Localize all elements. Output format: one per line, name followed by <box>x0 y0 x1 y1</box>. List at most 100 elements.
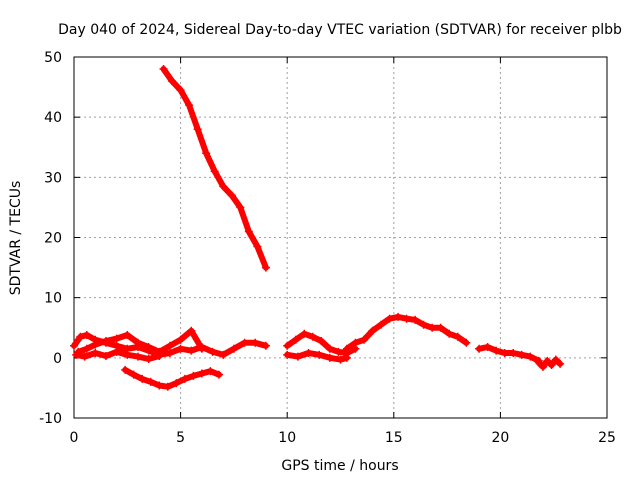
data-point <box>123 350 132 359</box>
data-point <box>419 320 428 329</box>
data-point <box>70 341 78 350</box>
data-point <box>185 101 194 110</box>
data-point <box>500 349 509 358</box>
data-point <box>112 347 121 356</box>
data-point <box>163 382 172 391</box>
data-point <box>368 326 377 335</box>
data-point <box>180 374 189 383</box>
data-point <box>176 86 185 95</box>
data-point <box>483 343 492 352</box>
data-point <box>261 263 270 272</box>
data-point <box>300 329 309 338</box>
data-point <box>402 314 411 323</box>
data-point <box>189 371 198 380</box>
data-point <box>80 352 89 361</box>
x-tick-label: 0 <box>70 430 79 446</box>
data-point <box>304 349 313 358</box>
data-point <box>121 365 130 374</box>
chart-title: Day 040 of 2024, Sidereal Day-to-day VTE… <box>58 22 622 38</box>
x-tick-label: 15 <box>385 430 403 446</box>
data-point <box>165 341 174 350</box>
data-point <box>138 374 147 383</box>
data-point <box>202 149 211 158</box>
data-point <box>214 370 223 379</box>
data-point <box>385 314 394 323</box>
data-point <box>342 344 351 353</box>
y-tick-label: 40 <box>44 110 62 126</box>
data-point <box>261 341 270 350</box>
data-point <box>283 341 292 350</box>
series-track-mid-a <box>283 329 360 358</box>
data-point <box>517 350 526 359</box>
data-point <box>462 338 471 347</box>
series-track-low-c <box>72 347 164 364</box>
series-track-tail <box>475 343 543 365</box>
data-point <box>244 227 253 236</box>
data-point <box>229 344 238 353</box>
data-point <box>236 203 245 212</box>
y-tick-label: 50 <box>44 50 62 66</box>
series-track-end <box>534 355 565 371</box>
data-point <box>101 336 110 345</box>
data-point <box>155 381 164 390</box>
data-point <box>325 353 334 362</box>
data-point <box>377 320 386 329</box>
series-layer <box>70 65 565 391</box>
data-point <box>176 335 185 344</box>
data-point <box>133 338 142 347</box>
data-point <box>144 355 153 364</box>
grid-lines <box>74 57 607 418</box>
data-point <box>251 338 260 347</box>
data-point <box>411 315 420 324</box>
data-point <box>526 352 535 361</box>
x-tick-label: 25 <box>598 430 616 446</box>
data-point <box>197 344 206 353</box>
data-point <box>208 347 217 356</box>
data-point <box>291 335 300 344</box>
y-tick-label: 30 <box>44 170 62 186</box>
data-point <box>219 350 228 359</box>
data-point <box>475 344 484 353</box>
data-point <box>193 125 202 134</box>
y-axis-label: SDTVAR / TECUs <box>8 181 24 296</box>
data-point <box>315 350 324 359</box>
data-point <box>133 352 142 361</box>
data-point <box>219 182 228 191</box>
data-point <box>76 332 85 341</box>
x-tick-label: 20 <box>491 430 509 446</box>
data-point <box>351 338 360 347</box>
data-point <box>283 350 292 359</box>
data-point <box>172 379 181 388</box>
data-point <box>394 312 403 321</box>
axis-ticks: 0 5 10 15 20 25 -10 0 10 20 30 40 50 <box>39 50 616 446</box>
data-point <box>325 344 334 353</box>
data-point <box>543 356 552 365</box>
data-point <box>359 335 368 344</box>
series-track-hump <box>342 312 471 353</box>
data-point <box>187 346 196 355</box>
data-point <box>146 377 155 386</box>
y-tick-label: 0 <box>53 351 62 367</box>
data-point <box>82 330 91 339</box>
series-track-low-b <box>74 326 206 356</box>
data-point <box>101 352 110 361</box>
data-point <box>91 340 100 349</box>
data-point <box>492 346 501 355</box>
data-point <box>342 353 351 362</box>
data-point <box>82 344 91 353</box>
y-tick-label: -10 <box>39 411 62 427</box>
data-point <box>129 370 138 379</box>
data-point <box>91 349 100 358</box>
data-point <box>509 349 518 358</box>
x-tick-label: 5 <box>176 430 185 446</box>
data-point <box>112 334 121 343</box>
data-point <box>159 65 168 74</box>
data-point <box>436 323 445 332</box>
data-point <box>165 349 174 358</box>
series-track-steep <box>159 65 270 272</box>
y-tick-label: 10 <box>44 291 62 307</box>
data-point <box>197 369 206 378</box>
data-point <box>445 329 454 338</box>
data-point <box>123 330 132 339</box>
